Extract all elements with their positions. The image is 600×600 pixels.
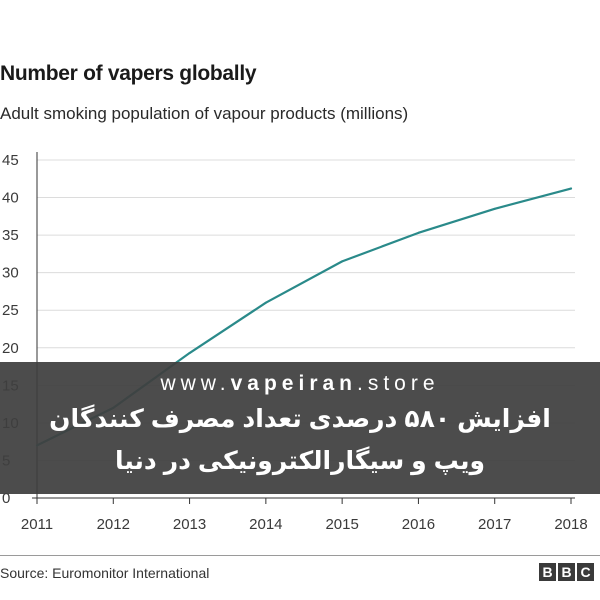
x-tick-label: 2018 (554, 516, 587, 533)
x-tick-label: 2015 (325, 516, 358, 533)
site-suffix: .store (357, 372, 440, 395)
site-prefix: www. (160, 372, 231, 395)
data-point (264, 301, 267, 304)
x-tick-labels: 2011 2012 2013 2014 2015 2016 2017 2018 (21, 498, 588, 533)
y-tick-label: 20 (2, 340, 19, 357)
x-tick-label: 2016 (402, 516, 435, 533)
banner-site-url[interactable]: www.vapeiran.store (0, 372, 600, 396)
y-tick-label: 0 (2, 490, 10, 507)
y-tick-label: 45 (2, 152, 19, 169)
data-point (417, 231, 420, 234)
y-tick-label: 35 (2, 227, 19, 244)
data-point (188, 352, 191, 355)
footer-divider (0, 555, 600, 556)
data-point (341, 260, 344, 263)
banner-headline-2: ویپ و سیگارالکترونیکی در دنیا (114, 447, 486, 475)
x-tick-label: 2017 (478, 516, 511, 533)
y-tick-label: 30 (2, 265, 19, 282)
y-tick-label: 25 (2, 302, 19, 319)
data-point (570, 187, 572, 190)
banner-headline-1: افزایش ۵۸۰ درصدی تعداد مصرف کنندگان (49, 405, 551, 433)
bbc-logo-letter-3: C (577, 563, 594, 581)
data-point (493, 207, 496, 210)
bbc-logo-letter-2: B (558, 563, 575, 581)
x-tick-label: 2013 (173, 516, 206, 533)
bbc-logo: B B C (539, 563, 594, 581)
y-tick-label: 40 (2, 190, 19, 207)
chart-title: Number of vapers globally (0, 62, 257, 85)
watermark-banner: www.vapeiran.store افزایش ۵۸۰ درصدی تعدا… (0, 362, 600, 494)
x-tick-label: 2012 (97, 516, 130, 533)
x-tick-label: 2011 (21, 516, 53, 533)
chart-subtitle: Adult smoking population of vapour produ… (0, 104, 409, 123)
bbc-logo-letter-1: B (539, 563, 556, 581)
site-name: vapeiran (230, 372, 358, 395)
source-note: Source: Euromonitor International (0, 565, 210, 581)
x-tick-label: 2014 (249, 516, 282, 533)
